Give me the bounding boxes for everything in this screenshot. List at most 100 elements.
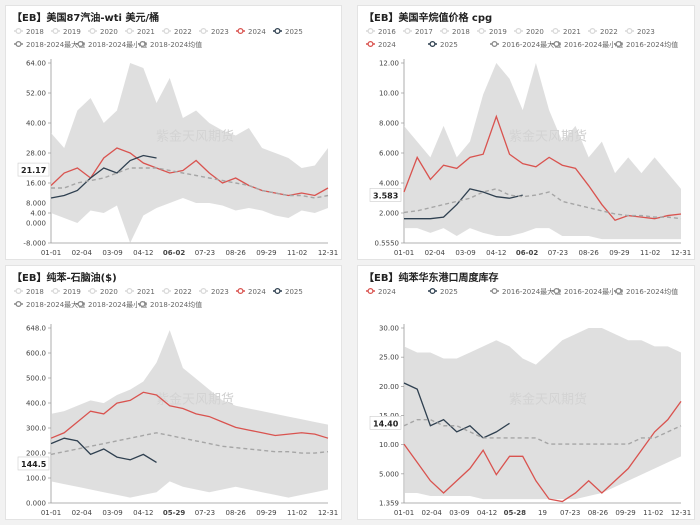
y-tick-label: 6.000 bbox=[379, 150, 399, 158]
legend-swatch-marker bbox=[515, 27, 522, 35]
y-tick-label: -8.000 bbox=[23, 240, 46, 248]
range-band bbox=[51, 330, 328, 498]
x-tick-label: 07-23 bbox=[195, 509, 215, 517]
legend-label: 2025 bbox=[440, 288, 458, 296]
x-tick-label: 01-01 bbox=[394, 509, 414, 517]
y-tick-label: 25.00 bbox=[379, 354, 399, 362]
legend-label: 2020 bbox=[526, 28, 544, 36]
legend-label: 2023 bbox=[211, 288, 229, 296]
legend-label: 2025 bbox=[440, 41, 458, 49]
y-tick-label: 2.000 bbox=[379, 210, 399, 218]
current-value-box bbox=[17, 162, 50, 177]
x-tick-label: 11-02 bbox=[287, 249, 307, 257]
x-tick-label: 02-04 bbox=[72, 509, 93, 517]
y-tick-label: 15.00 bbox=[379, 412, 399, 420]
legend-label: 2022 bbox=[174, 288, 192, 296]
series-line-2024 bbox=[403, 114, 682, 222]
legend-label: 2025 bbox=[285, 28, 303, 36]
x-tick-label: 01-01 bbox=[41, 509, 61, 517]
x-tick-label: 08-26 bbox=[578, 249, 599, 257]
series-line-2025 bbox=[404, 188, 523, 220]
chart-svg: 【EB】纯苯-石脑油($) 2018 2019 2020 2021 2022 2023 202… bbox=[12, 271, 338, 517]
legend-swatch-marker bbox=[367, 40, 374, 48]
x-tick-label: 09-29 bbox=[256, 509, 276, 517]
x-tick-label: 04-12 bbox=[486, 249, 506, 257]
legend-label: 2019 bbox=[489, 28, 507, 36]
legend-label: 2020 bbox=[100, 288, 118, 296]
x-tick-label: 02-04 bbox=[422, 509, 443, 517]
current-value-box bbox=[17, 456, 50, 471]
chart-title: 【EB】美国辛烷值价格 cpg bbox=[364, 11, 492, 24]
legend-swatch-marker bbox=[589, 27, 596, 35]
legend-label: 2025 bbox=[285, 288, 303, 296]
legend-label: 2016-2024最小值 bbox=[564, 287, 623, 296]
legend-label: 2021 bbox=[563, 28, 581, 36]
series-line-2024 bbox=[50, 147, 329, 197]
x-tick-label: 04-12 bbox=[133, 509, 153, 517]
current-value-label: 3.583 bbox=[373, 191, 398, 200]
series-line-2025 bbox=[50, 437, 157, 464]
y-tick-label: 8.000 bbox=[26, 200, 46, 208]
x-tick-label: 09-29 bbox=[256, 249, 276, 257]
y-tick-label: 12.00 bbox=[379, 60, 399, 68]
series-line-2024 bbox=[50, 391, 329, 439]
legend-label: 2016-2024均值 bbox=[626, 40, 678, 49]
x-tick-label: 08-26 bbox=[225, 509, 246, 517]
x-tick-label: 03-09 bbox=[449, 509, 469, 517]
legend-swatch-marker bbox=[615, 287, 622, 295]
current-value-label: 21.17 bbox=[21, 166, 46, 175]
legend-label: 2024 bbox=[248, 288, 266, 296]
legend-swatch-marker bbox=[404, 27, 411, 35]
chart-title: 【EB】纯苯华东港口周度库存 bbox=[364, 271, 498, 284]
legend-label: 2019 bbox=[63, 288, 81, 296]
legend-label: 2022 bbox=[174, 28, 192, 36]
y-tick-label: 8.000 bbox=[379, 120, 399, 128]
legend-label: 2018-2024最小值 bbox=[88, 40, 147, 49]
legend-swatch-marker bbox=[163, 27, 170, 35]
legend-label: 2018-2024最小值 bbox=[88, 300, 147, 309]
series-line-2018-2024均值 bbox=[50, 432, 329, 456]
legend-label: 2018-2024均值 bbox=[150, 40, 202, 49]
legend-label: 2021 bbox=[137, 28, 155, 36]
y-tick-label: 5.000 bbox=[379, 470, 399, 478]
x-tick-label: 03-09 bbox=[455, 249, 475, 257]
x-tick-label: 02-04 bbox=[72, 249, 93, 257]
legend-label: 2016-2024最大值 bbox=[502, 40, 561, 49]
legend-swatch-marker bbox=[626, 27, 633, 35]
chart-title: 【EB】美国87汽油-wti 美元/桶 bbox=[12, 11, 159, 24]
x-tick-label: 06-02 bbox=[516, 249, 539, 257]
legend-swatch-marker bbox=[15, 27, 22, 35]
legend-swatch-marker bbox=[139, 40, 146, 48]
x-tick-label: 11-02 bbox=[640, 249, 660, 257]
x-tick-label: 12-31 bbox=[318, 509, 338, 517]
x-tick-label: 12-31 bbox=[318, 249, 338, 257]
series-line-2016-2024均值 bbox=[403, 188, 682, 220]
y-tick-label: 0.5550 bbox=[375, 240, 400, 248]
legend-label: 2016-2024最大值 bbox=[502, 287, 561, 296]
legend-swatch-marker bbox=[52, 27, 59, 35]
legend-label: 2024 bbox=[248, 28, 266, 36]
x-tick-label: 12-31 bbox=[671, 509, 691, 517]
x-tick-label: 01-01 bbox=[394, 249, 414, 257]
legend-swatch-marker bbox=[367, 27, 374, 35]
legend-label: 2024 bbox=[378, 41, 396, 49]
chart-panel-benzene-naphtha: 【EB】纯苯-石脑油($) 2018 2019 2020 2021 2022 2023 202… bbox=[5, 265, 342, 520]
x-tick-label: 07-23 bbox=[560, 509, 580, 517]
x-tick-label: 02-04 bbox=[425, 249, 446, 257]
legend-swatch-marker bbox=[237, 287, 244, 295]
legend-label: 2018 bbox=[26, 288, 44, 296]
legend-label: 2018-2024最大值 bbox=[26, 40, 85, 49]
y-tick-label: 0.000 bbox=[26, 500, 46, 508]
series-line-2016-2024均值 bbox=[403, 418, 682, 445]
legend-swatch-marker bbox=[89, 287, 96, 295]
x-tick-label: 12-31 bbox=[671, 249, 691, 257]
legend-swatch-marker bbox=[274, 27, 281, 35]
current-value-label: 14.40 bbox=[373, 419, 399, 428]
legend-label: 2019 bbox=[63, 28, 81, 36]
current-value-box bbox=[369, 416, 402, 430]
legend-swatch-marker bbox=[491, 40, 498, 48]
series-line-2025 bbox=[403, 382, 510, 439]
y-tick-label: 28.00 bbox=[26, 150, 46, 158]
y-tick-label: 1.359 bbox=[379, 500, 399, 508]
